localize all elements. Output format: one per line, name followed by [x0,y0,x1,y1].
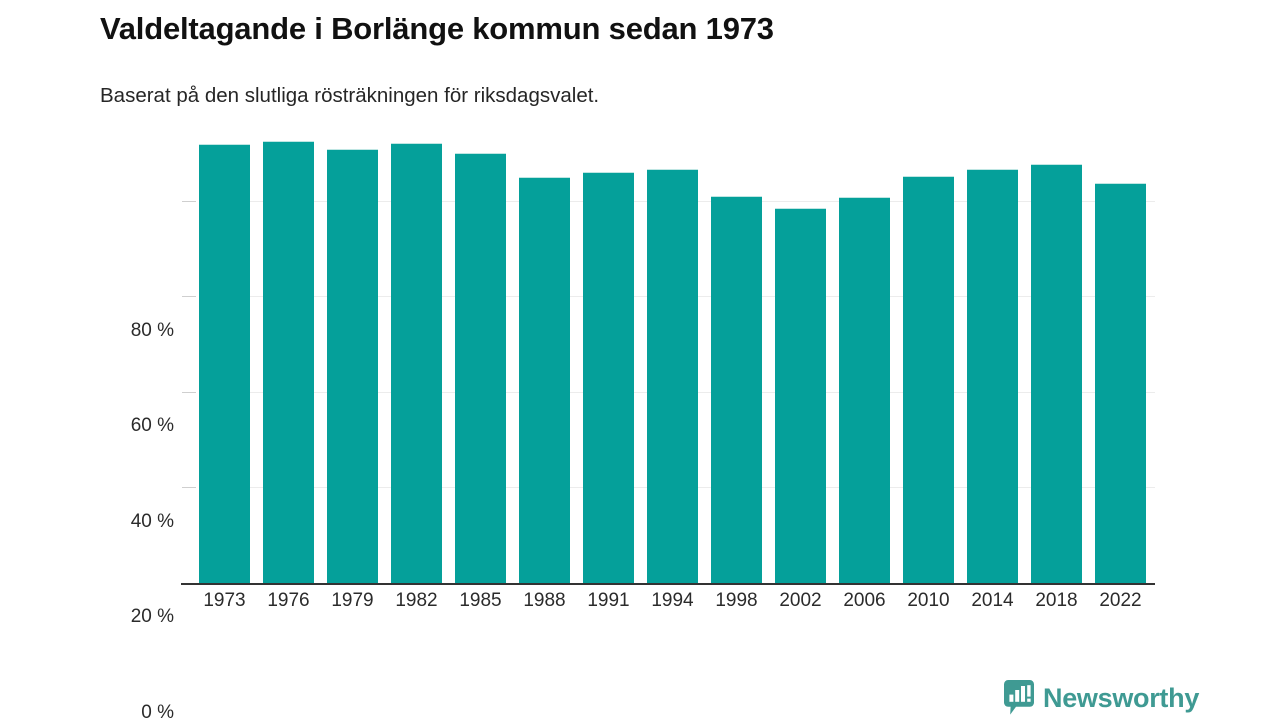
y-axis-label-40: 40 % [130,510,174,532]
y-axis-label-80: 80 % [130,319,174,341]
y-tick-80 [182,200,196,202]
x-axis-label-2010: 2010 [907,590,950,611]
bar-1973[interactable] [199,144,250,583]
newsworthy-logo[interactable]: Newsworthy [1004,679,1199,717]
x-axis-label-1973: 1973 [203,590,246,611]
bar-1991[interactable] [583,172,634,583]
y-tick-60 [182,296,196,298]
bar-top-highlight [711,195,762,197]
x-axis-label-1982: 1982 [395,590,438,611]
y-tick-0 [182,583,196,585]
bar-top-highlight [647,168,698,170]
y-axis-label-60: 60 % [130,415,174,437]
bar-1979[interactable] [327,149,378,583]
x-axis-label-1979: 1979 [331,590,374,611]
bar-top-highlight [775,207,826,209]
bar-top-highlight [1031,163,1082,165]
y-tick-20 [182,487,196,489]
bar-top-highlight [455,153,506,155]
x-axis-label-1998: 1998 [715,590,758,611]
bar-top-highlight [327,149,378,151]
bar-top-highlight [583,172,634,174]
bar-top-highlight [263,140,314,142]
y-axis-label-20: 20 % [130,606,174,628]
bar-top-highlight [967,168,1018,170]
bar-top-highlight [839,196,890,198]
bar-2002[interactable] [775,207,826,583]
x-axis-label-1976: 1976 [267,590,310,611]
bar-1982[interactable] [391,143,442,583]
page-title: Valdeltagande i Borlänge kommun sedan 19… [100,11,774,46]
x-axis-label-2006: 2006 [843,590,886,611]
x-axis-label-2014: 2014 [971,590,1014,611]
y-axis-label-0: 0 % [141,702,174,723]
y-tick-40 [182,391,196,393]
bar-top-highlight [1095,183,1146,185]
x-axis-label-1991: 1991 [587,590,630,611]
x-axis-line [181,583,1155,585]
x-axis-label-2022: 2022 [1099,590,1142,611]
bar-1985[interactable] [455,153,506,583]
plot-area: 1973 1976 1979 1982 1985 1988 1991 1994 1998 2002… [181,130,1155,611]
bar-2014[interactable] [967,168,1018,583]
bar-1998[interactable] [711,195,762,583]
x-axis-label-1985: 1985 [459,590,502,611]
x-axis-label-2002: 2002 [779,590,822,611]
bar-2018[interactable] [1031,163,1082,583]
bar-chart-bubble-icon [1004,680,1034,716]
bar-top-highlight [199,144,250,146]
x-axis-label-2018: 2018 [1035,590,1078,611]
bar-top-highlight [391,143,442,145]
bar-2006[interactable] [839,196,890,583]
x-axis-label-1988: 1988 [523,590,566,611]
bar-1976[interactable] [263,140,314,583]
bar-2010[interactable] [903,175,954,583]
logo-wordmark: Newsworthy [1043,682,1200,713]
bar-1994[interactable] [647,168,698,583]
bar-2022[interactable] [1095,183,1146,583]
bar-top-highlight [519,177,570,179]
x-axis-label-1994: 1994 [651,590,694,611]
chart-subtitle: Baserat på den slutliga rösträkningen fö… [100,84,600,107]
bar-top-highlight [903,175,954,177]
bar-1988[interactable] [519,177,570,583]
